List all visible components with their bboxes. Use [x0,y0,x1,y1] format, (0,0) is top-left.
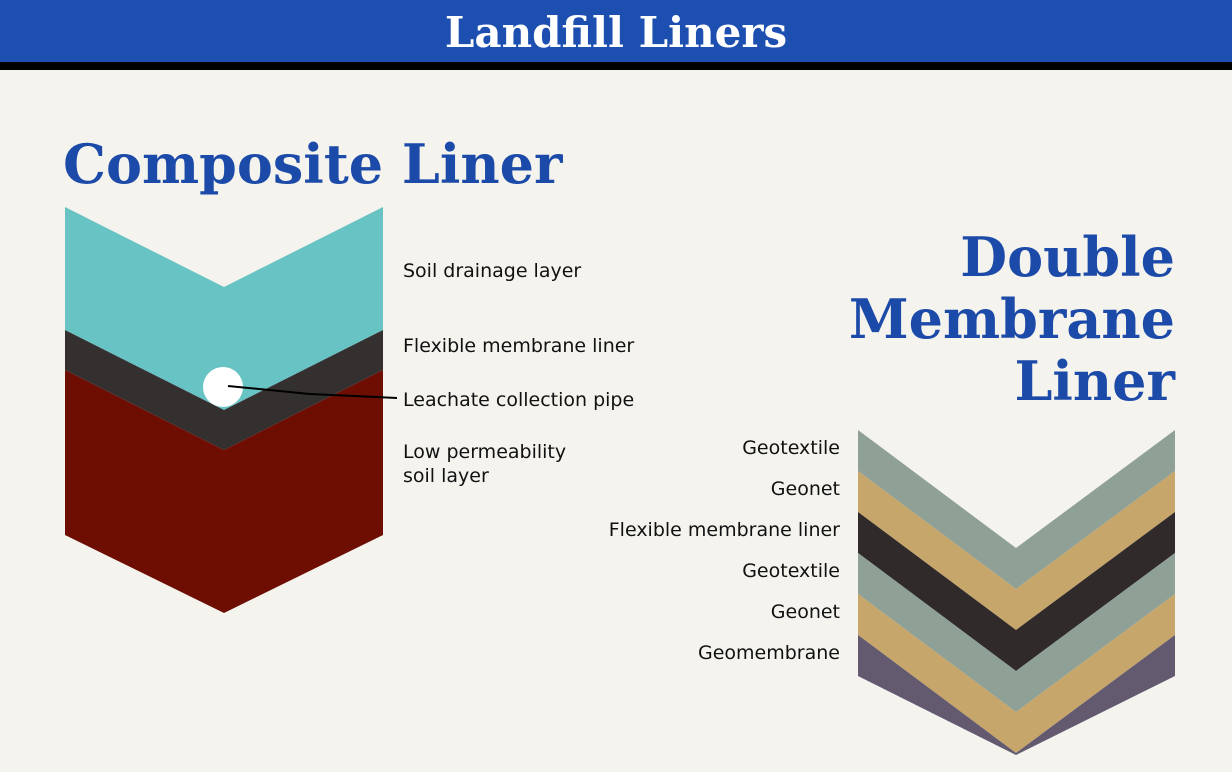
composite-layer-label: Low permeability [403,441,566,463]
diagram: Landfill Liners Composite Liner Soil dra… [0,0,1232,772]
double-title: Double [960,225,1175,289]
composite-layer-label: Leachate collection pipe [403,389,634,411]
double-layer-label: Geomembrane [698,642,840,664]
composite-layer-label: Flexible membrane liner [403,335,634,357]
double-layer-label: Flexible membrane liner [609,519,840,541]
double-title: Liner [1014,349,1175,413]
double-layer-label: Geonet [771,601,840,623]
composite-layer-label: Soil drainage layer [403,260,581,282]
composite-layer-label: soil layer [403,465,489,487]
composite-title: Composite Liner [63,132,563,196]
header-rule [0,62,1232,70]
double-layer-label: Geotextile [742,560,840,582]
double-title: Membrane [849,287,1175,351]
header-title: Landfill Liners [445,8,787,57]
double-layer-label: Geotextile [742,437,840,459]
double-layer-label: Geonet [771,478,840,500]
